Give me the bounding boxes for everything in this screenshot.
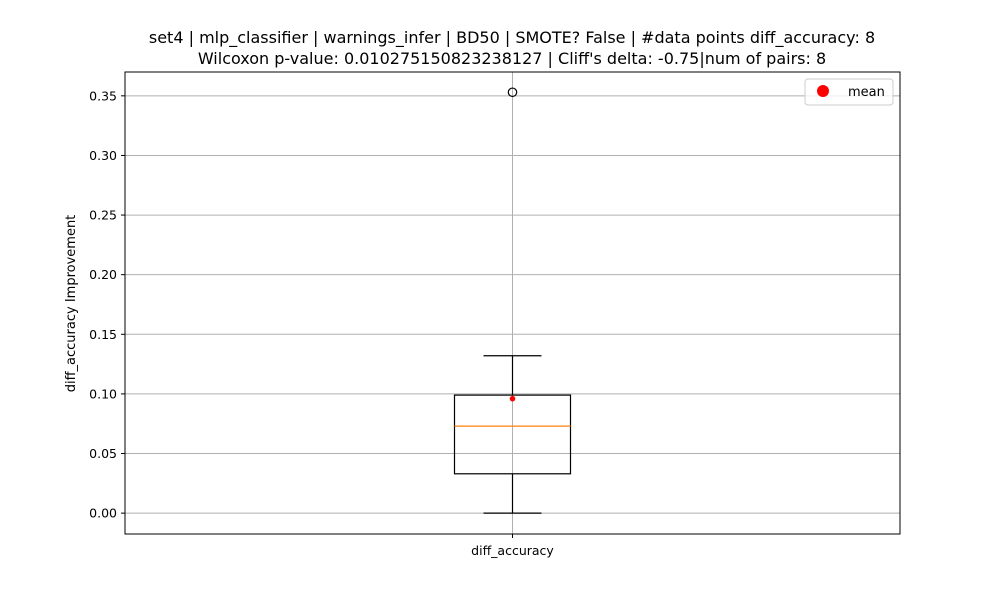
y-tick-label: 0.15 [89,327,117,342]
y-tick-label: 0.35 [89,88,117,103]
legend-frame [804,78,894,106]
y-tick-label: 0.05 [89,446,117,461]
x-tick-label: diff_accuracy [471,543,554,558]
legend-mean-marker [817,85,829,97]
chart-subtitle: Wilcoxon p-value: 0.010275150823238127 |… [198,49,826,68]
legend: mean [804,78,894,106]
y-axis-ticks: 0.00 0.05 0.10 0.15 0.20 0.25 0.30 0.35 [89,88,125,521]
legend-mean-label: mean [848,85,885,100]
y-axis-label: diff_accuracy Improvement [64,215,79,393]
plot-area-frame [124,71,901,535]
y-tick-label: 0.25 [89,208,117,223]
outlier-point [507,87,518,98]
y-tick-label: 0.30 [89,148,117,163]
interquartile-box [453,394,572,475]
y-tick-label: 0.00 [89,506,117,521]
x-axis-ticks: diff_accuracy [471,534,554,558]
chart-title: set4 | mlp_classifier | warnings_infer |… [149,28,875,48]
mean-marker [509,395,516,402]
y-tick-label: 0.20 [89,267,117,282]
box-plot [453,87,572,514]
y-tick-label: 0.10 [89,386,117,401]
